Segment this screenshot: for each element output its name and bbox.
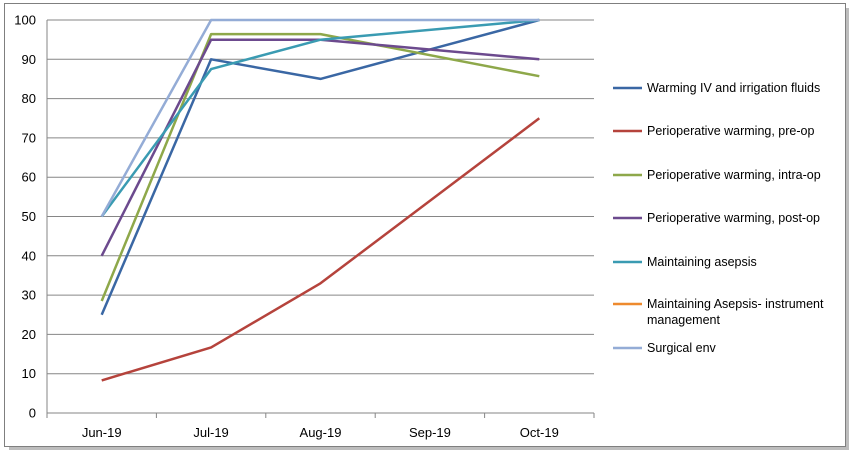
x-tick-label: Jun-19 xyxy=(82,425,122,440)
legend-label: Perioperative warming, pre-op xyxy=(647,124,814,138)
frame-shadow-right xyxy=(846,8,849,450)
series-line xyxy=(100,32,540,302)
gridlines xyxy=(46,19,595,418)
y-tick-label: 50 xyxy=(22,209,36,224)
y-axis-tick-labels: 0 10 20 30 40 50 60 70 80 90 100 xyxy=(14,13,36,421)
series-line xyxy=(101,117,541,382)
legend-label: Perioperative warming, intra-op xyxy=(647,168,821,182)
y-tick-label: 70 xyxy=(22,130,36,145)
x-axis-tick-labels: Jun-19 Jul-19 Aug-19 Sep-19 Oct-19 xyxy=(82,425,559,440)
x-tick-label: Sep-19 xyxy=(409,425,451,440)
y-tick-label: 90 xyxy=(22,52,36,67)
frame-shadow-bottom xyxy=(9,447,849,450)
y-tick-label: 0 xyxy=(29,406,36,421)
series-line xyxy=(100,18,540,218)
y-tick-label: 100 xyxy=(14,13,36,28)
y-tick-label: 10 xyxy=(22,366,36,381)
legend-label: Maintaining asepsis xyxy=(647,255,757,269)
y-tick-label: 20 xyxy=(22,327,36,342)
legend-label: Perioperative warming, post-op xyxy=(647,211,820,225)
x-tick-label: Aug-19 xyxy=(300,425,342,440)
x-tick-label: Jul-19 xyxy=(193,425,228,440)
legend: Warming IV and irrigation fluids Perioper… xyxy=(613,81,824,355)
series-line xyxy=(100,38,540,257)
series-line xyxy=(100,18,540,218)
y-tick-label: 80 xyxy=(22,91,36,106)
y-tick-label: 40 xyxy=(22,248,36,263)
legend-label: management xyxy=(647,313,720,327)
y-tick-label: 60 xyxy=(22,170,36,185)
legend-label: Surgical env xyxy=(647,341,717,355)
series-lines xyxy=(100,18,541,382)
y-tick-label: 30 xyxy=(22,288,36,303)
legend-label: Warming IV and irrigation fluids xyxy=(647,81,820,95)
x-tick-label: Oct-19 xyxy=(520,425,559,440)
chart-frame xyxy=(4,3,846,447)
legend-label: Maintaining Asepsis- instrument xyxy=(647,297,824,311)
